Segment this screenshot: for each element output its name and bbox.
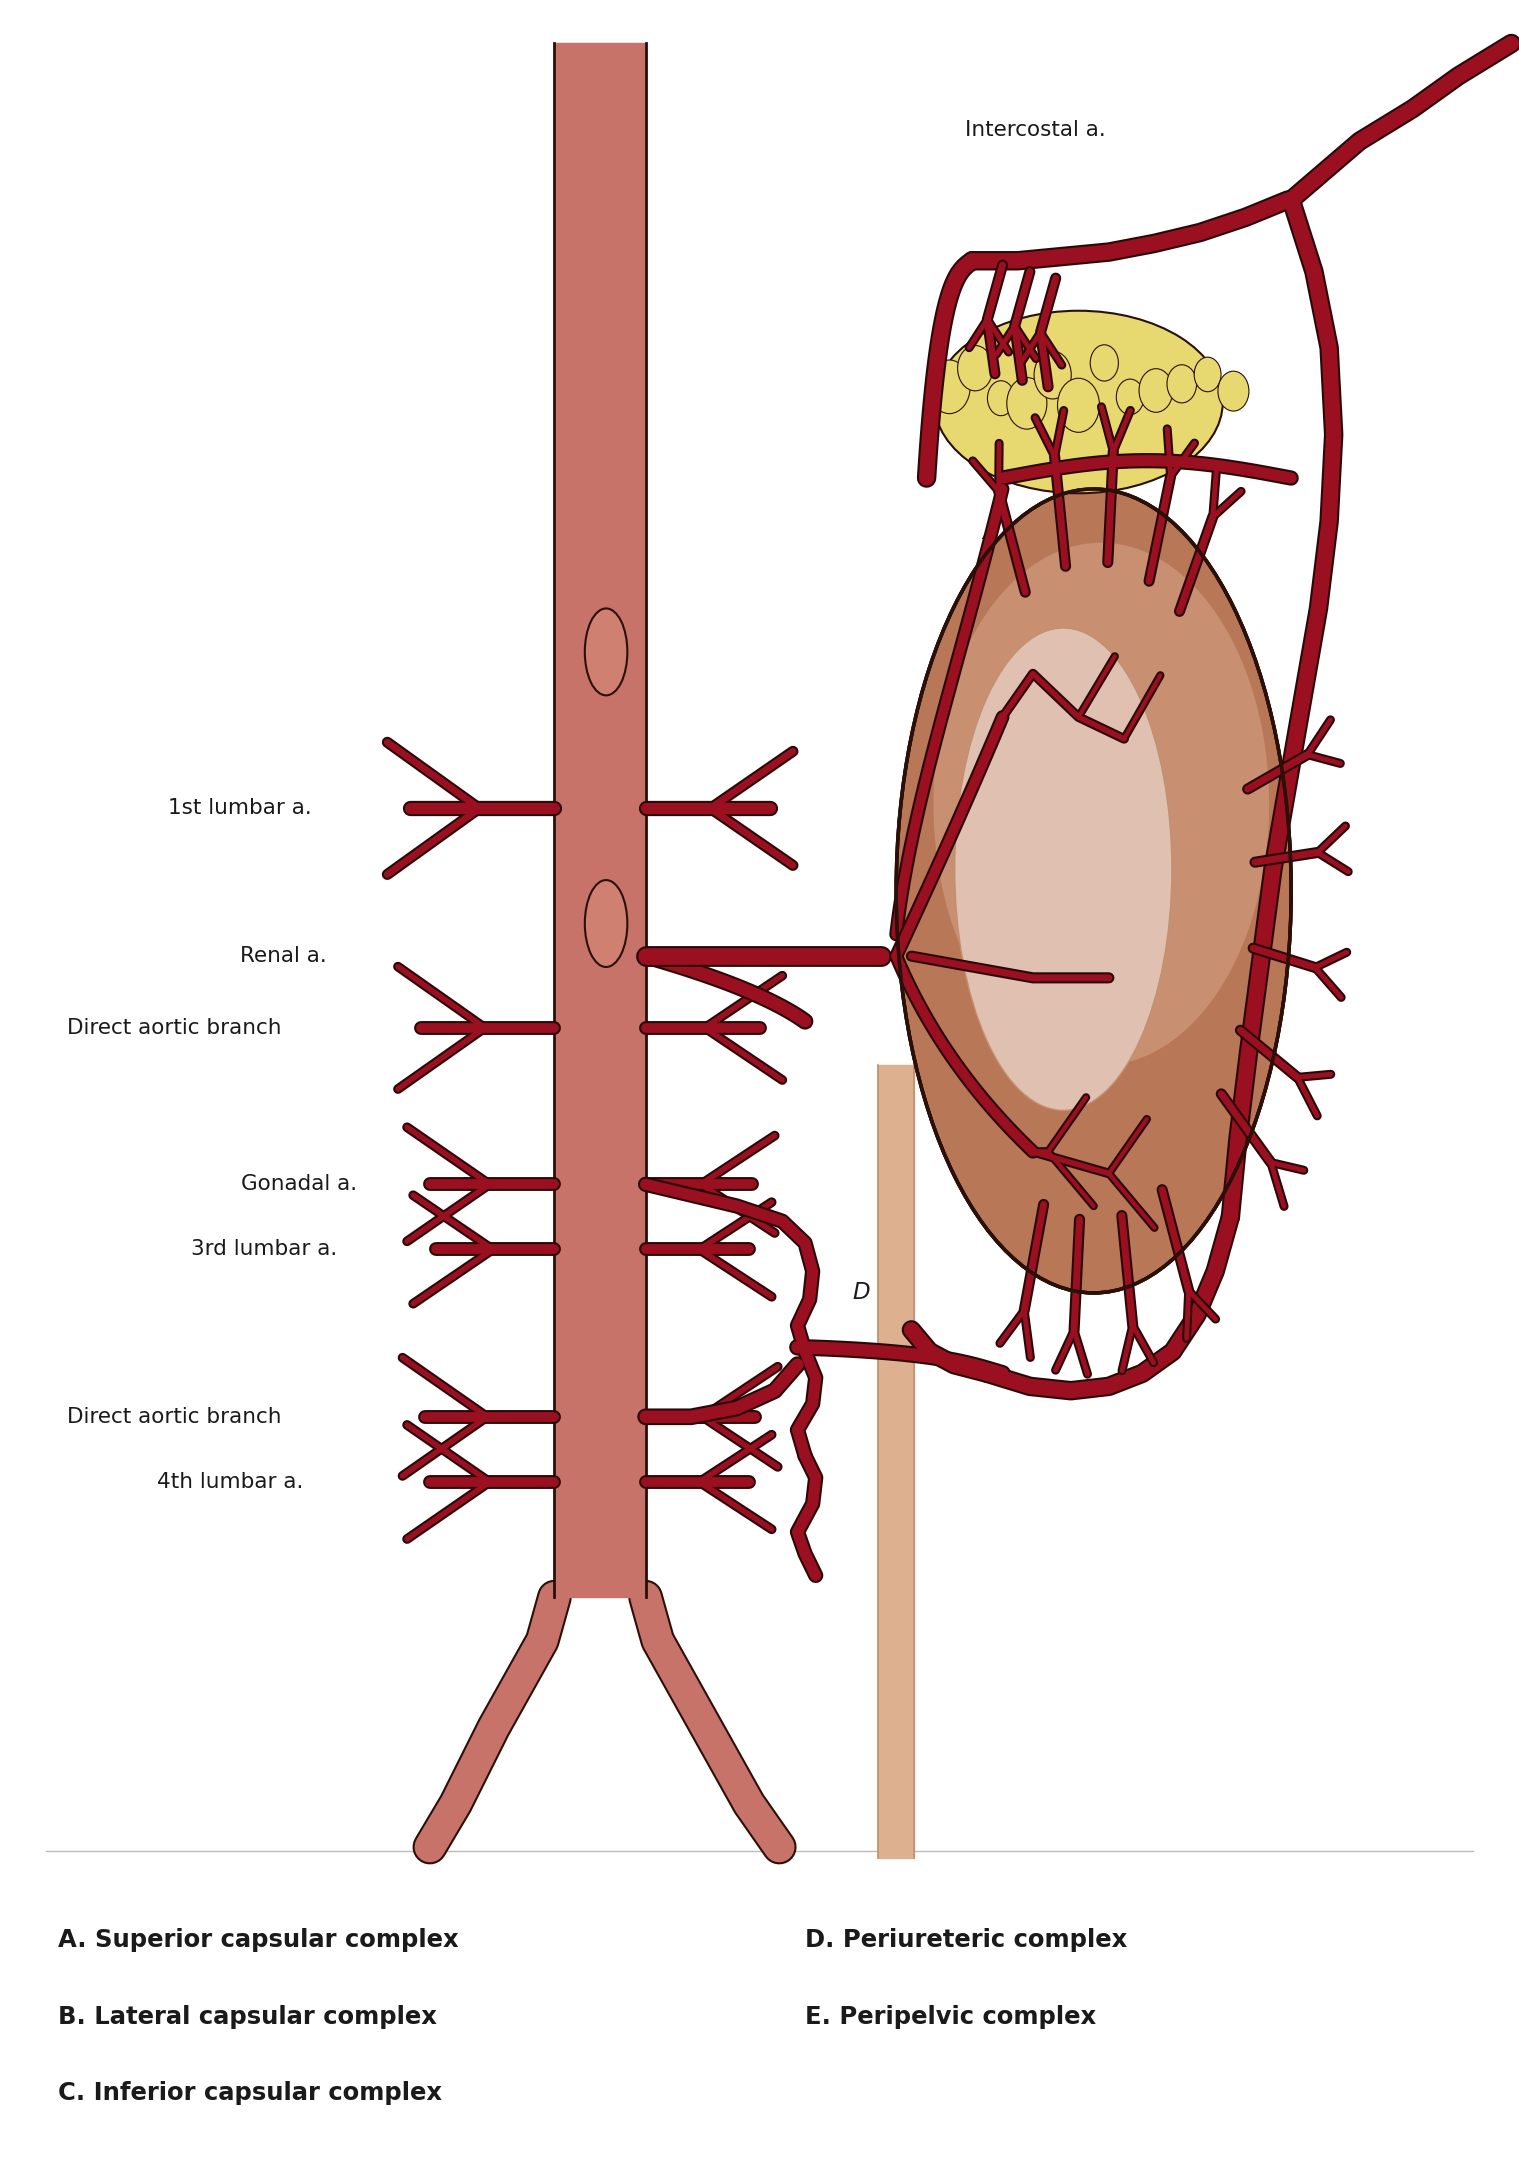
Ellipse shape bbox=[1116, 378, 1144, 415]
Text: E: E bbox=[931, 934, 946, 956]
Text: D. Periureteric complex: D. Periureteric complex bbox=[805, 1927, 1127, 1954]
Ellipse shape bbox=[987, 380, 1015, 415]
Ellipse shape bbox=[928, 361, 971, 413]
Text: Intercostal a.: Intercostal a. bbox=[965, 120, 1106, 141]
Text: 4th lumbar a.: 4th lumbar a. bbox=[158, 1471, 304, 1493]
Text: E. Peripelvic complex: E. Peripelvic complex bbox=[805, 2004, 1097, 2030]
Text: Gonadal a.: Gonadal a. bbox=[242, 1173, 357, 1195]
Ellipse shape bbox=[1057, 378, 1100, 432]
Ellipse shape bbox=[1091, 346, 1118, 380]
Text: Direct aortic branch: Direct aortic branch bbox=[67, 1017, 281, 1039]
Ellipse shape bbox=[954, 628, 1173, 1110]
Ellipse shape bbox=[1007, 378, 1047, 428]
Text: Direct aortic branch: Direct aortic branch bbox=[67, 1406, 281, 1428]
Ellipse shape bbox=[957, 346, 993, 391]
Ellipse shape bbox=[934, 311, 1223, 493]
Ellipse shape bbox=[1167, 365, 1197, 402]
Ellipse shape bbox=[1139, 369, 1173, 413]
Text: C. Inferior capsular complex: C. Inferior capsular complex bbox=[58, 2080, 442, 2106]
Text: D: D bbox=[852, 1282, 870, 1304]
Text: C: C bbox=[1185, 1043, 1200, 1065]
Ellipse shape bbox=[1034, 352, 1071, 400]
Text: B: B bbox=[1192, 706, 1208, 728]
Text: 1st lumbar a.: 1st lumbar a. bbox=[167, 797, 311, 819]
Text: A. Superior capsular complex: A. Superior capsular complex bbox=[58, 1927, 459, 1954]
Ellipse shape bbox=[585, 608, 627, 695]
Text: 3rd lumbar a.: 3rd lumbar a. bbox=[191, 1239, 337, 1260]
Ellipse shape bbox=[1218, 372, 1249, 411]
Ellipse shape bbox=[933, 543, 1268, 1065]
Ellipse shape bbox=[1194, 356, 1221, 391]
Text: Renal a.: Renal a. bbox=[240, 945, 327, 967]
Text: B. Lateral capsular complex: B. Lateral capsular complex bbox=[58, 2004, 436, 2030]
Ellipse shape bbox=[585, 880, 627, 967]
Text: A: A bbox=[983, 522, 998, 543]
Ellipse shape bbox=[896, 489, 1291, 1293]
